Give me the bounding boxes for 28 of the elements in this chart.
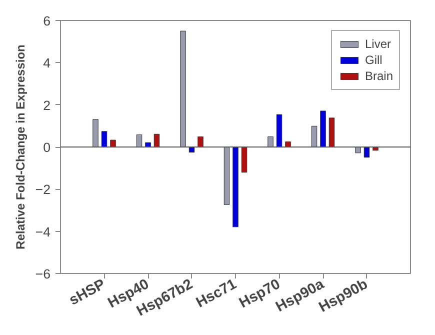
y-tick-label: −4 <box>35 224 52 240</box>
bar <box>232 146 238 228</box>
bar <box>268 136 274 148</box>
y-tick-label: −6 <box>35 266 51 282</box>
legend-label: Brain <box>364 69 393 83</box>
bar <box>241 146 248 173</box>
bar <box>276 114 282 148</box>
bar <box>224 146 230 206</box>
bar <box>136 134 142 148</box>
bar <box>110 140 116 148</box>
bar <box>285 141 291 148</box>
y-tick-label: 2 <box>43 98 51 113</box>
legend-label: Gill <box>364 53 384 67</box>
bar <box>328 118 335 148</box>
y-tick-label: 0 <box>43 140 51 155</box>
y-tick-label: 4 <box>43 56 52 71</box>
bar <box>101 131 108 148</box>
bar <box>198 136 204 148</box>
y-tick-label: 6 <box>43 14 51 28</box>
bar <box>311 126 318 148</box>
bar <box>154 134 160 148</box>
bar <box>180 30 186 148</box>
y-axis-title: Relative Fold-Change in Expression <box>13 44 28 250</box>
bar <box>320 110 326 148</box>
y-tick-label: −2 <box>35 182 51 198</box>
bar <box>355 146 361 154</box>
bar <box>92 119 98 148</box>
legend-label: Liver <box>364 37 391 51</box>
